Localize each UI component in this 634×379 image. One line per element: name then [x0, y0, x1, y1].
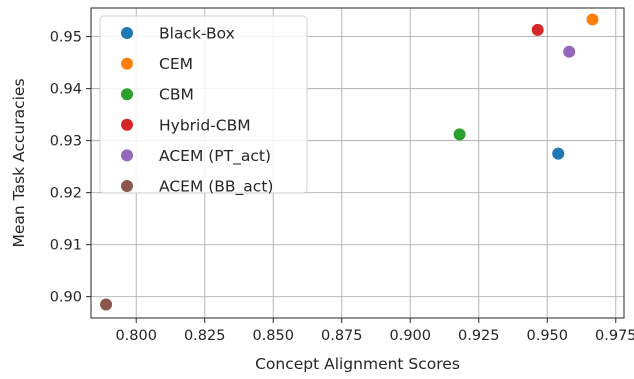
legend-marker — [121, 180, 133, 192]
x-tick-label: 0.950 — [527, 328, 569, 344]
x-tick-label: 0.875 — [321, 328, 363, 344]
y-tick-label: 0.91 — [50, 238, 82, 254]
legend-marker — [121, 149, 133, 162]
legend-label: CEM — [159, 55, 193, 73]
y-tick-label: 0.90 — [50, 290, 82, 306]
data-point — [563, 45, 576, 58]
legend-marker — [121, 27, 133, 39]
y-tick-label: 0.92 — [50, 186, 82, 202]
x-tick-label: 0.925 — [458, 328, 500, 344]
legend-box — [99, 15, 308, 194]
legend-marker — [121, 118, 133, 131]
points-layer — [100, 13, 599, 311]
data-point — [453, 128, 466, 141]
x-axis-label: Concept Alignment Scores — [255, 355, 460, 373]
legend-marker — [121, 57, 133, 70]
x-tick-label: 0.825 — [184, 328, 226, 344]
y-tick-label: 0.94 — [50, 82, 82, 98]
x-tick-label: 0.975 — [595, 328, 634, 344]
y-tick-label: 0.93 — [50, 134, 82, 150]
y-tick-label: 0.95 — [50, 30, 82, 46]
data-point — [586, 13, 599, 26]
legend-label: ACEM (BB_act) — [159, 178, 273, 197]
plot-frame — [90, 7, 625, 319]
data-point — [100, 298, 113, 311]
x-tick-label: 0.800 — [115, 328, 157, 344]
legend-label: CBM — [159, 86, 194, 104]
ticks-layer: 0.800 0.825 0.850 0.875 0.900 0.925 0.950 0.975… — [50, 30, 634, 344]
data-point — [531, 23, 544, 36]
y-axis-label: Mean Task Accuracies — [10, 78, 28, 247]
legend-marker — [121, 88, 133, 101]
legend-label: Hybrid-CBM — [159, 116, 251, 134]
x-tick-label: 0.850 — [252, 328, 294, 344]
legend-label: ACEM (PT_act) — [159, 147, 271, 166]
x-tick-label: 0.900 — [389, 328, 431, 344]
data-point — [552, 147, 565, 160]
legend: Black-Box CEM CBM Hybrid-CBM ACEM (PT_act) AC… — [99, 15, 308, 197]
legend-label: Black-Box — [159, 25, 235, 43]
